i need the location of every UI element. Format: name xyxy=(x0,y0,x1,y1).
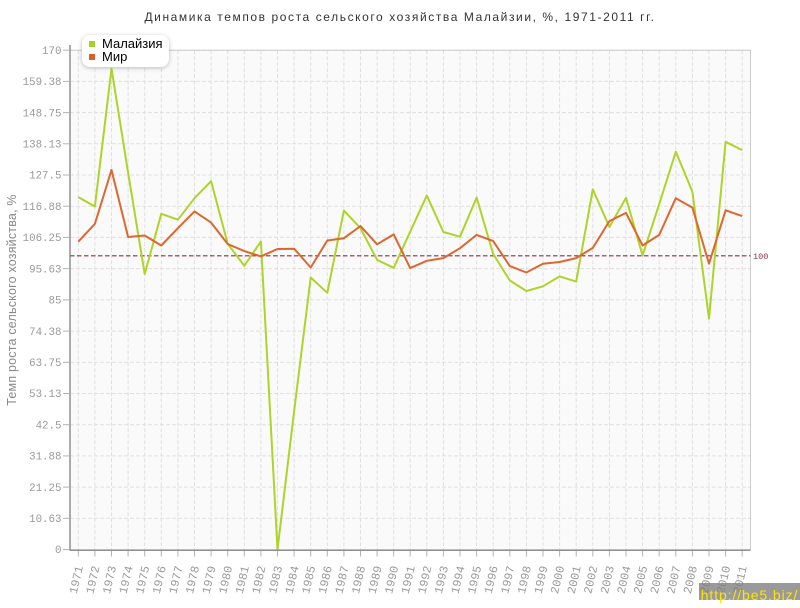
svg-text:159.38: 159.38 xyxy=(23,77,62,89)
svg-text:2006: 2006 xyxy=(648,565,668,596)
svg-text:1987: 1987 xyxy=(332,565,352,596)
svg-text:1977: 1977 xyxy=(166,565,186,596)
svg-text:1983: 1983 xyxy=(266,565,286,596)
svg-text:2002: 2002 xyxy=(581,565,601,596)
svg-text:1971: 1971 xyxy=(67,565,87,596)
svg-text:1980: 1980 xyxy=(216,565,236,596)
svg-text:1990: 1990 xyxy=(382,565,402,596)
svg-text:1979: 1979 xyxy=(200,565,220,596)
svg-text:95.63: 95.63 xyxy=(29,264,61,276)
svg-text:116.88: 116.88 xyxy=(23,202,62,214)
svg-text:85: 85 xyxy=(49,296,62,308)
svg-text:1974: 1974 xyxy=(117,565,137,596)
svg-text:2005: 2005 xyxy=(631,565,651,596)
svg-text:1989: 1989 xyxy=(366,565,386,596)
svg-text:1999: 1999 xyxy=(532,565,552,596)
svg-text:1991: 1991 xyxy=(399,565,419,596)
svg-text:1985: 1985 xyxy=(299,565,319,596)
svg-text:127.5: 127.5 xyxy=(29,171,61,183)
svg-text:1992: 1992 xyxy=(415,565,435,596)
svg-text:Темп роста сельского хозяйства: Темп роста сельского хозяйства, % xyxy=(5,194,19,406)
svg-text:1993: 1993 xyxy=(432,565,452,596)
svg-text:2003: 2003 xyxy=(598,565,618,596)
svg-text:31.88: 31.88 xyxy=(29,452,61,464)
svg-text:148.75: 148.75 xyxy=(23,108,62,120)
svg-text:Динамика темпов роста сельског: Динамика темпов роста сельского хозяйств… xyxy=(144,10,655,24)
svg-text:1994: 1994 xyxy=(449,565,469,596)
svg-text:0: 0 xyxy=(55,545,61,557)
svg-text:2004: 2004 xyxy=(615,565,635,596)
svg-text:63.75: 63.75 xyxy=(29,358,61,370)
svg-text:1997: 1997 xyxy=(498,565,518,596)
svg-text:74.38: 74.38 xyxy=(29,327,61,339)
svg-text:106.25: 106.25 xyxy=(23,233,62,245)
svg-text:1975: 1975 xyxy=(133,565,153,596)
svg-text:42.5: 42.5 xyxy=(36,420,62,432)
svg-text:2007: 2007 xyxy=(664,565,684,596)
svg-text:1976: 1976 xyxy=(150,565,170,596)
svg-text:100: 100 xyxy=(753,252,768,262)
svg-text:1972: 1972 xyxy=(83,565,103,596)
svg-text:2008: 2008 xyxy=(681,565,701,596)
svg-text:170: 170 xyxy=(42,46,61,58)
svg-text:1995: 1995 xyxy=(465,565,485,596)
svg-text:1978: 1978 xyxy=(183,565,203,596)
svg-text:1973: 1973 xyxy=(100,565,120,596)
svg-text:1988: 1988 xyxy=(349,565,369,596)
svg-text:1982: 1982 xyxy=(249,565,269,596)
svg-text:53.13: 53.13 xyxy=(29,389,61,401)
svg-text:1996: 1996 xyxy=(482,565,502,596)
svg-text:1981: 1981 xyxy=(233,565,253,596)
svg-text:21.25: 21.25 xyxy=(29,483,61,495)
svg-text:1998: 1998 xyxy=(515,565,535,596)
svg-text:138.13: 138.13 xyxy=(23,140,62,152)
svg-text:1984: 1984 xyxy=(283,565,303,596)
svg-text:10.63: 10.63 xyxy=(29,514,61,526)
svg-text:2001: 2001 xyxy=(565,565,585,596)
svg-text:1986: 1986 xyxy=(316,565,336,596)
svg-text:2000: 2000 xyxy=(548,565,568,596)
